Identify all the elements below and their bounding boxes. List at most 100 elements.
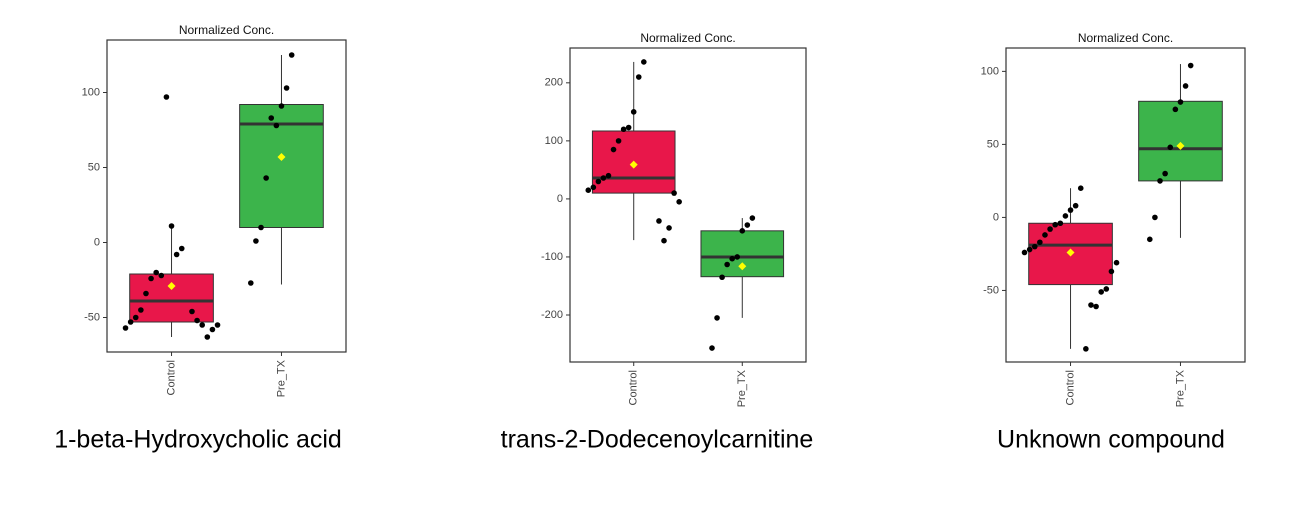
point xyxy=(173,251,180,258)
point xyxy=(1072,202,1079,209)
point xyxy=(1157,178,1163,184)
point xyxy=(1172,106,1179,113)
point xyxy=(1031,243,1038,250)
point xyxy=(283,85,290,91)
point xyxy=(168,223,175,229)
point xyxy=(676,199,682,205)
chart-title: Normalized Conc. xyxy=(1078,31,1173,45)
mean xyxy=(629,160,638,169)
plot-frame xyxy=(1005,47,1246,363)
y-tick-label: -50 xyxy=(983,284,999,296)
point xyxy=(199,322,206,328)
mean xyxy=(167,282,176,290)
point xyxy=(189,308,195,315)
point xyxy=(204,334,211,340)
y-tick-label: 100 xyxy=(981,65,999,77)
point xyxy=(1088,302,1094,308)
point xyxy=(671,190,677,196)
point xyxy=(138,307,144,313)
point xyxy=(605,172,612,179)
point xyxy=(1167,144,1174,151)
chart-title: Normalized Conc. xyxy=(179,23,274,37)
chart: Normalized Conc. Unknown compound -50 0 50 10… xyxy=(981,31,1246,454)
point xyxy=(148,275,154,282)
point xyxy=(1042,232,1048,238)
point xyxy=(1093,303,1099,310)
x-tick-label: Control xyxy=(165,360,177,395)
point xyxy=(273,122,280,129)
point xyxy=(253,238,259,244)
point xyxy=(214,322,221,328)
point xyxy=(194,317,200,324)
point xyxy=(1113,259,1120,266)
point xyxy=(127,319,134,325)
point xyxy=(1182,83,1189,89)
point xyxy=(258,224,264,231)
plot-frame xyxy=(106,39,347,353)
y-tick-label: 0 xyxy=(993,211,999,223)
point xyxy=(666,225,672,231)
point xyxy=(625,124,632,131)
point xyxy=(719,274,725,281)
point xyxy=(1146,236,1153,243)
point xyxy=(153,269,159,276)
box xyxy=(129,273,214,323)
point xyxy=(1187,62,1194,69)
caption: 1-beta-Hydroxycholic acid xyxy=(54,426,342,454)
point xyxy=(739,228,746,234)
point xyxy=(1021,249,1028,256)
point xyxy=(656,218,662,224)
point xyxy=(122,325,129,331)
point xyxy=(1098,289,1105,295)
point xyxy=(1108,268,1115,275)
point xyxy=(724,261,730,268)
point xyxy=(132,314,139,321)
point xyxy=(278,103,285,109)
point xyxy=(1083,346,1089,352)
point xyxy=(268,115,275,121)
point xyxy=(1103,286,1110,292)
point xyxy=(610,146,617,153)
point xyxy=(1067,207,1074,213)
point xyxy=(635,74,642,80)
caption: trans-2-Dodecenoylcarnitine xyxy=(501,426,814,454)
point xyxy=(734,254,741,260)
point xyxy=(178,245,185,252)
mean xyxy=(1176,141,1185,150)
point xyxy=(1152,214,1158,221)
point xyxy=(615,138,622,144)
chart: Normalized Conc. trans-2-Dodecenoylcarnit… xyxy=(501,31,814,453)
mean xyxy=(277,153,286,161)
point xyxy=(595,178,602,185)
point xyxy=(1062,213,1069,219)
point xyxy=(749,215,756,221)
point xyxy=(1177,99,1184,105)
chart: Normalized Conc. 1-beta-Hydroxycholic aci… xyxy=(54,23,347,454)
point xyxy=(585,187,592,193)
point xyxy=(163,94,170,100)
point xyxy=(590,184,597,191)
y-tick-label: 100 xyxy=(545,135,563,147)
point xyxy=(247,280,254,286)
point xyxy=(1047,226,1053,232)
point xyxy=(143,290,149,297)
point xyxy=(729,255,735,262)
x-tick-label: Pre_TX xyxy=(1174,369,1186,407)
y-tick-label: 0 xyxy=(94,236,100,248)
mean xyxy=(1066,248,1075,257)
point xyxy=(1052,221,1058,228)
x-tick-label: Control xyxy=(1064,370,1076,405)
point xyxy=(1162,170,1168,177)
point xyxy=(1077,185,1084,192)
y-tick-label: -200 xyxy=(541,309,563,321)
y-tick-label: 200 xyxy=(545,77,563,89)
point xyxy=(263,175,269,181)
point xyxy=(641,59,647,65)
y-tick-label: 50 xyxy=(987,138,999,150)
chart-title: Normalized Conc. xyxy=(640,31,735,45)
point xyxy=(709,345,715,351)
point xyxy=(1057,220,1064,227)
point xyxy=(630,109,637,115)
point xyxy=(600,175,607,181)
